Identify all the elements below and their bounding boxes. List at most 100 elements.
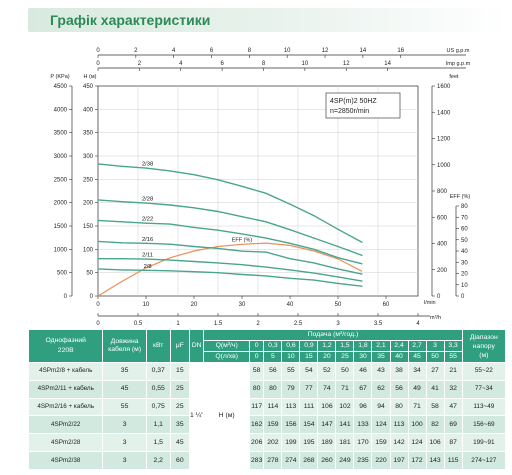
curve-point: [313, 215, 315, 217]
eff-tick-label: 40: [461, 249, 468, 255]
cell-head-value: 142: [389, 433, 409, 453]
curve-point: [241, 273, 243, 276]
imp-gpm-axis-label: Imp g.p.m: [446, 61, 471, 67]
cell-head-value: 206: [248, 433, 265, 453]
curve-point: [217, 179, 219, 181]
cell-head-value: 195: [299, 433, 319, 453]
cell-head-value: 56: [389, 379, 409, 399]
curve-point: [361, 273, 363, 275]
curve-point: [169, 270, 171, 272]
th-model: Однофазний 220В: [27, 329, 104, 363]
curve-point: [265, 237, 267, 239]
cell-head-value: 100: [407, 415, 427, 435]
th-q-m3h-value: 0: [248, 340, 265, 352]
curve-point: [241, 264, 243, 266]
cell-range: 55~22: [461, 362, 507, 381]
curve-point: [337, 228, 339, 230]
pressure-tick-label: 1000: [54, 247, 68, 253]
cell-head-value: 69: [443, 415, 463, 435]
curve-point: [193, 226, 195, 228]
cell-head-value: 113: [281, 397, 301, 417]
series-label: 2/28: [142, 197, 153, 203]
eff-tick-label: 20: [461, 272, 468, 278]
feet-tick-label: 1400: [437, 110, 451, 116]
curve-point: [313, 279, 315, 281]
cell-head-value: 181: [335, 433, 355, 453]
cell-head-value: 56: [263, 362, 283, 381]
cell-head-value: 96: [353, 397, 373, 417]
th-range-unit: (м): [479, 351, 489, 359]
eff-tick-label: 70: [461, 215, 468, 221]
cell-model: 4SPm2/11 + кабель: [27, 379, 104, 399]
imp-gpm-tick-label: 8: [262, 61, 266, 67]
cell-model: 4SPm2/8 + кабель: [27, 362, 104, 381]
pressure-tick-label: 3000: [54, 154, 68, 160]
curve-point: [97, 163, 99, 165]
pump-curve-2-16: [97, 240, 363, 275]
us-gpm-tick-label: 14: [360, 48, 367, 54]
curve-point: [241, 250, 243, 252]
cell-head-value: 32: [443, 379, 463, 399]
feet-tick-label: 1000: [437, 163, 451, 169]
th-q-lmin-value: 15: [299, 351, 319, 363]
imp-gpm-tick-label: 0: [96, 61, 100, 67]
head-tick-label: 0: [90, 294, 94, 300]
pump-curve-2-28: [97, 199, 363, 257]
curve-point: [97, 199, 99, 201]
cell-head-value: 124: [407, 433, 427, 453]
feet-axis-label: feet: [449, 74, 459, 80]
cell-head-value: 71: [335, 379, 355, 399]
cell-head-value: 41: [425, 379, 445, 399]
curve-point: [193, 207, 195, 209]
th-model-label: Однофазний: [45, 337, 86, 344]
pressure-tick-label: 3500: [54, 131, 68, 137]
th-range-label: Діапазон напору: [469, 333, 498, 350]
cell-head-value: 62: [371, 379, 391, 399]
curve-point: [169, 170, 171, 172]
us-gpm-tick-label: 8: [248, 48, 252, 54]
curve-point: [169, 259, 171, 261]
curve-point: [97, 219, 99, 221]
th-q-m3h: Q(м³/ч): [203, 340, 250, 352]
cell-head-value: 71: [407, 397, 427, 417]
curve-point: [193, 260, 195, 263]
cell-head-value: 159: [371, 433, 391, 453]
cell-head-value: 278: [263, 451, 283, 470]
head-tick-label: 450: [83, 84, 94, 90]
curve-point: [313, 262, 315, 264]
cell-head-value: 80: [389, 397, 409, 417]
head-axis-label: H (м): [84, 74, 97, 80]
curve-point: [361, 285, 363, 287]
series-label: 2/8: [144, 264, 152, 270]
cell-model: 4SPm2/38: [27, 451, 104, 470]
th-q-m3h-value: 0,9: [299, 340, 319, 352]
th-q-lmin-value: 35: [371, 351, 391, 363]
table-row: 4SPm2/22 3 1,1 35 162 159 156 154 147 141 133 124 11…: [27, 415, 507, 435]
cell-head-value: 55: [281, 362, 301, 381]
us-gpm-tick-label: 6: [210, 48, 214, 54]
m3h-tick-label: 3.5: [374, 321, 383, 327]
th-q-m3h-value: 3: [425, 340, 445, 352]
m3h-tick-label: 4: [416, 321, 420, 327]
cell-head-value: 117: [248, 397, 265, 417]
cell-dn: 1 ¼": [188, 362, 205, 470]
th-q-m3h-value: 1,2: [317, 340, 337, 352]
m3h-tick-label: 0.5: [134, 321, 143, 327]
curve-point: [241, 185, 243, 187]
eff-tick-label: 80: [461, 204, 468, 210]
th-q-m3h-value: 2,4: [389, 340, 409, 352]
cell-head-value: 141: [335, 415, 355, 435]
pump-curve-2-38: [97, 163, 363, 243]
cell-head-value: 202: [263, 433, 283, 453]
cell-h-label: H (м): [203, 362, 250, 470]
us-gpm-tick-label: 12: [322, 48, 329, 54]
cell-uf: 60: [169, 451, 190, 470]
imp-gpm-tick-label: 10: [302, 61, 309, 67]
cell-head-value: 199: [281, 433, 301, 453]
lmin-tick-label: 60: [383, 302, 390, 308]
pressure-tick-label: 500: [57, 271, 68, 277]
table-row: 4SPm2/38 3 2,2 60 283 278 274 268 260 249 235 220 19…: [27, 451, 507, 470]
cell-range: 156~69: [461, 415, 507, 435]
imp-gpm-tick-label: 6: [220, 61, 224, 67]
cell-uf: 35: [169, 415, 190, 435]
